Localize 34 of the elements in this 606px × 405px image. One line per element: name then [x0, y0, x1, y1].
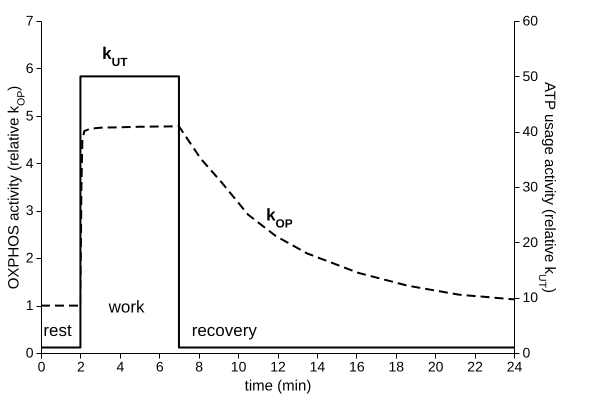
x-tick-label: 20	[428, 358, 444, 374]
y-tick-label: 0	[26, 344, 34, 360]
annotation: work	[108, 298, 146, 317]
x-tick-label: 0	[38, 358, 46, 374]
y-tick-label: 5	[26, 107, 34, 124]
y2-tick-label: 60	[522, 12, 538, 28]
x-axis-title: time (min)	[244, 378, 312, 394]
x-tick-label: 16	[349, 358, 365, 374]
x-tick-label: 14	[310, 358, 326, 374]
y-tick-label: 2	[26, 250, 34, 266]
y2-tick-label: 10	[522, 289, 538, 306]
y-tick-label: 6	[26, 60, 34, 76]
x-tick-label: 6	[156, 358, 164, 374]
x-tick-label: 4	[116, 358, 124, 374]
annotation: k$_{OP}$	[266, 206, 293, 231]
x-tick-label: 24	[506, 358, 522, 374]
x-tick-label: 22	[467, 358, 484, 374]
annotation: rest	[43, 320, 72, 340]
x-tick-label: 18	[388, 358, 404, 374]
annotation: k$_{UT}$	[102, 44, 128, 70]
y-tick-label: 3	[26, 202, 34, 218]
y2-tick-label: 0	[522, 344, 530, 360]
y-tick-label: 4	[26, 154, 34, 171]
x-tick-label: 2	[77, 358, 86, 374]
y2-tick-label: 20	[522, 234, 538, 250]
x-tick-label: 10	[230, 358, 247, 374]
y2-tick-label: 30	[522, 178, 538, 194]
x-tick-label: 8	[195, 358, 204, 374]
y2-tick-label: 50	[522, 68, 538, 84]
annotation: recovery	[192, 320, 258, 340]
x-tick-label: 12	[270, 358, 286, 374]
y-tick-label: 7	[26, 12, 34, 28]
y-tick-label: 1	[26, 297, 34, 314]
y2-tick-label: 40	[522, 123, 538, 140]
